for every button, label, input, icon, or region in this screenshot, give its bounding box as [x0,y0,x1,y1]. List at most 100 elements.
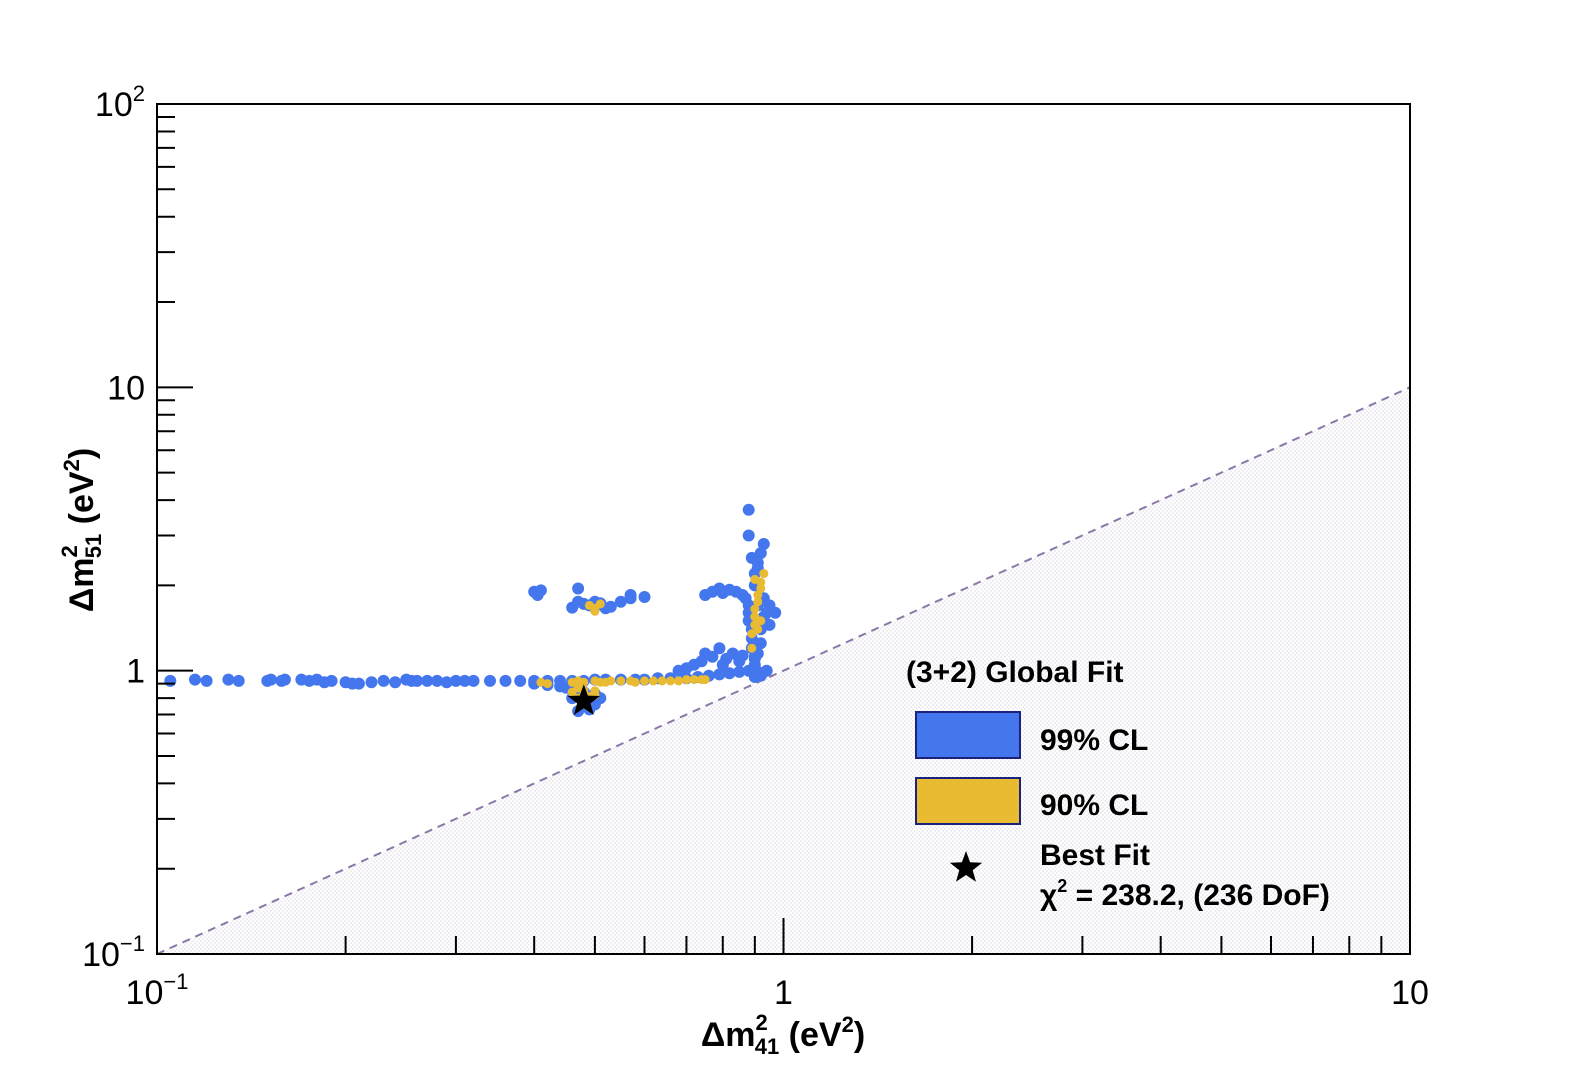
data-point [769,606,782,619]
data-point [640,676,649,686]
legend-swatch-99cl [915,711,1021,759]
data-point [411,674,423,687]
data-point [389,676,402,689]
data-point [716,658,729,671]
data-point [750,574,760,584]
data-point [514,674,527,687]
data-point [458,674,471,687]
data-point [757,538,770,550]
data-point [579,677,589,687]
legend: (3+2) Global Fit 99% CL 90% CL Best Fit … [906,656,1330,912]
data-point [200,674,213,687]
data-point [534,584,547,597]
y-tick-label: 102 [95,81,145,124]
data-point [760,664,773,677]
data-point [164,674,177,687]
x-axis-title: Δm2 41 (eV2) [701,1010,865,1059]
data-point [665,676,675,686]
data-point [756,616,766,626]
data-point [763,618,776,631]
y-tick-label: 10 [107,369,145,407]
data-point [264,673,277,686]
data-point [648,676,658,686]
data-point [706,650,719,663]
data-point [700,675,710,685]
x-tick-label: 10 [1391,974,1429,1012]
data-point [616,676,626,686]
data-point [590,686,600,696]
data-point [278,673,291,686]
data-point [222,673,235,686]
data-point [325,674,338,687]
data-point [566,601,579,614]
y-axis-title: Δm251 (eV2) [57,448,106,612]
data-point [682,675,691,685]
x-tick-label: 10−1 [126,969,189,1012]
data-point [753,624,763,634]
data-point [232,674,245,687]
data-point [543,679,552,689]
data-point [606,676,616,686]
data-point [377,674,390,687]
y-tick-label: 1 [126,653,145,691]
data-point [630,677,640,687]
data-point [467,674,480,687]
excluded-region-fill [157,387,1410,954]
data-point [431,674,444,687]
data-point [753,597,763,607]
legend-star-icon [949,851,983,882]
data-point [745,551,758,564]
data-point [638,591,651,603]
legend-title: (3+2) Global Fit [906,656,1124,689]
excluded-region [156,386,1411,955]
data-point [572,582,585,595]
data-point [604,600,617,613]
data-point [595,599,605,609]
legend-label-99cl: 99% CL [1040,724,1148,757]
data-points [164,503,782,718]
data-point [736,649,749,662]
data-point [742,529,755,542]
data-point [713,642,726,655]
data-point [680,662,693,675]
data-point [754,637,767,650]
data-point [499,674,512,687]
excluded-region-boundary [156,386,1411,955]
axis-ticks [156,115,1383,955]
best-fit-star-icon [567,684,600,715]
data-point [657,676,667,686]
data-point [723,667,736,680]
data-point [440,676,453,689]
data-point [695,655,708,668]
data-point [750,604,760,614]
data-point [756,584,766,593]
data-point [624,589,637,601]
x-tick-label: 1 [774,974,793,1012]
y-tick-label: 10−1 [82,931,145,974]
data-point [733,665,746,678]
data-point [742,503,755,516]
data-point [759,569,769,579]
data-point [421,674,434,687]
legend-label-best-fit: Best Fit [1040,839,1150,872]
legend-chi2: χ2 = 238.2, (236 DoF) [1040,876,1330,912]
legend-swatch-90cl [915,777,1021,825]
data-point [754,547,767,560]
series-99cl [164,503,782,718]
axis-tick-labels: 10−1 1 10 10−1 1 10 102 [82,81,1429,1012]
data-point [713,668,726,681]
data-point [590,606,600,616]
data-point [674,676,684,686]
data-point [449,674,462,687]
data-point [365,676,378,689]
data-point [747,643,757,653]
data-point [484,674,496,687]
data-point [614,595,627,608]
data-point [689,675,699,685]
legend-label-90cl: 90% CL [1040,789,1148,822]
data-point [352,677,365,690]
data-point [748,650,761,663]
data-point [567,687,577,697]
data-point [189,673,201,686]
